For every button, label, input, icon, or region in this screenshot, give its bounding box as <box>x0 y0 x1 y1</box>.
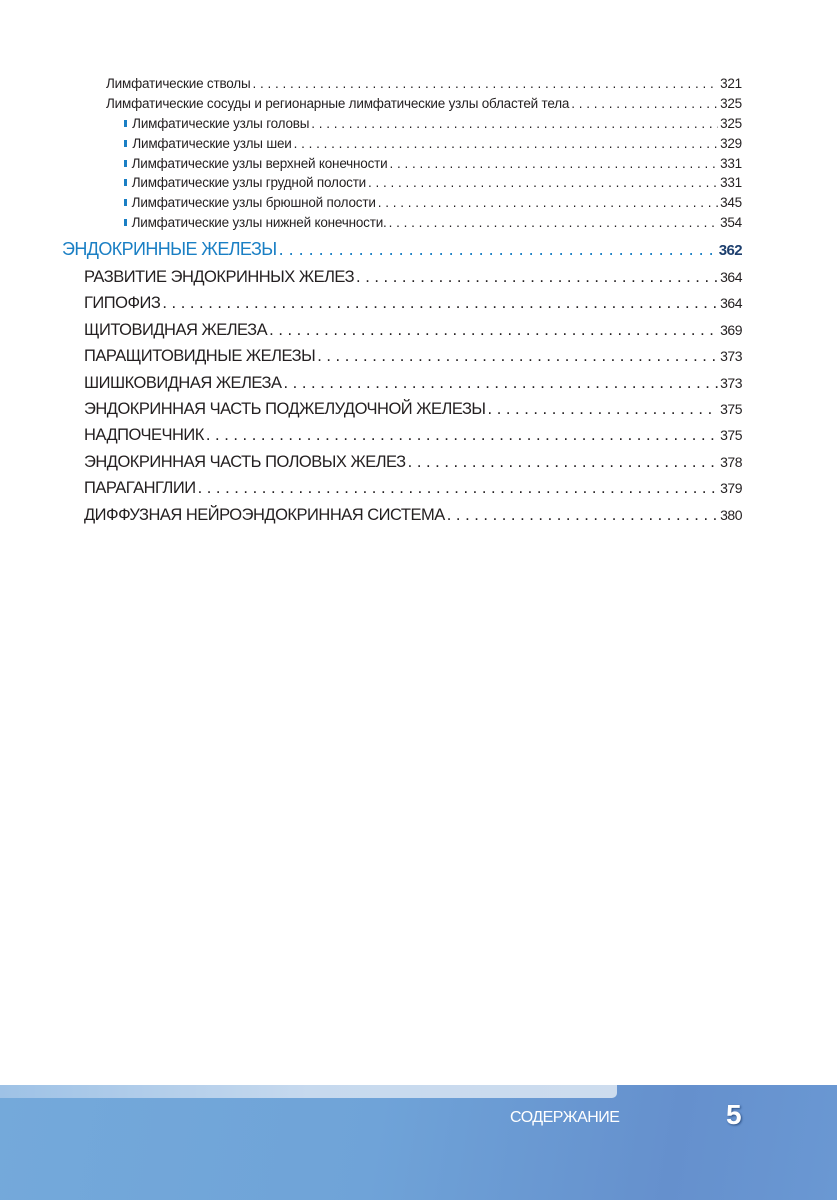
dot-leader <box>356 268 718 287</box>
dot-leader <box>206 426 718 445</box>
toc-entry-page: 345 <box>720 195 742 211</box>
toc-section[interactable]: ЭНДОКРИННАЯ ЧАСТЬ ПОЛОВЫХ ЖЕЛЕЗ 378 <box>84 453 742 472</box>
bullet-icon <box>124 179 127 187</box>
toc-entry-page: 378 <box>720 453 742 470</box>
toc-entry-title: ЭНДОКРИННАЯ ЧАСТЬ ПОДЖЕЛУДОЧНОЙ ЖЕЛЕЗЫ <box>84 400 486 418</box>
toc-subsection[interactable]: Лимфатические стволы 321 <box>106 76 742 91</box>
toc-section[interactable]: РАЗВИТИЕ ЭНДОКРИННЫХ ЖЕЛЕЗ 364 <box>84 268 742 287</box>
toc-entry-title: Лимфатические узлы грудной полости <box>131 175 367 191</box>
toc-section[interactable]: ПАРАГАНГЛИИ 379 <box>84 479 742 498</box>
dot-leader <box>284 374 719 393</box>
toc-bullet-item[interactable]: Лимфатические узлы головы 325 <box>124 116 742 131</box>
dot-leader <box>317 347 718 366</box>
toc-entry-page: 379 <box>720 480 742 497</box>
toc-section[interactable]: ПАРАЩИТОВИДНЫЕ ЖЕЛЕЗЫ 373 <box>84 347 742 366</box>
toc-entry-title: ЭНДОКРИННЫЕ ЖЕЛЕЗЫ <box>62 239 277 259</box>
toc-bullet-item[interactable]: Лимфатические узлы грудной полости 331 <box>124 175 742 190</box>
toc-entry-title: Лимфатические узлы нижней конечности. <box>131 215 387 230</box>
toc-entry-page: 364 <box>720 295 742 312</box>
dot-leader <box>389 215 718 230</box>
toc-entry-page: 375 <box>720 427 742 444</box>
toc-entry-title: ПАРАЩИТОВИДНЫЕ ЖЕЛЕЗЫ <box>84 347 316 366</box>
footer-section-title: СОДЕРЖАНИЕ <box>510 1109 620 1126</box>
page-number: 5 <box>726 1099 742 1130</box>
toc-entry-title: Лимфатические узлы головы <box>132 116 310 131</box>
toc-entry-title: Лимфатические узлы верхней конечности <box>131 155 388 171</box>
toc-bullet-item[interactable]: Лимфатические узлы нижней конечности. 354 <box>124 215 742 230</box>
toc-entry-page: 373 <box>720 348 742 365</box>
toc-entry-title: НАДПОЧЕЧНИК <box>84 426 204 445</box>
toc-subsection[interactable]: Лимфатические сосуды и регионарные лимфа… <box>106 96 742 111</box>
dot-leader <box>162 294 718 313</box>
footer-strip <box>0 1085 617 1098</box>
dot-leader <box>269 321 718 340</box>
toc-entry-page: 375 <box>720 401 742 417</box>
toc-entry-page: 325 <box>720 116 742 131</box>
toc-chapter[interactable]: ЭНДОКРИННЫЕ ЖЕЛЕЗЫ 362 <box>62 239 743 260</box>
page-footer: СОДЕРЖАНИЕ 5 <box>0 1085 837 1200</box>
toc-section[interactable]: ГИПОФИЗ 364 <box>84 294 742 313</box>
toc-entry-title: ЩИТОВИДНАЯ ЖЕЛЕЗА <box>84 320 268 339</box>
bullet-icon <box>124 199 127 207</box>
toc-entry-title: Лимфатические узлы брюшной полости <box>131 195 376 211</box>
toc-bullet-item[interactable]: Лимфатические узлы верхней конечности 331 <box>124 156 742 171</box>
toc-entry-title: Лимфатические узлы шеи <box>132 135 292 151</box>
toc-entry-page: 362 <box>718 242 743 259</box>
dot-leader <box>368 175 718 190</box>
toc-entry-page: 364 <box>720 269 742 285</box>
dot-leader <box>447 506 718 525</box>
toc-entry-page: 380 <box>720 506 742 523</box>
toc-section[interactable]: ДИФФУЗНАЯ НЕЙРОЭНДОКРИННАЯ СИСТЕМА 380 <box>84 506 742 525</box>
toc-entry-page: 354 <box>720 215 742 230</box>
dot-leader <box>378 195 718 210</box>
bullet-icon <box>124 139 128 147</box>
toc-entry-title: ШИШКОВИДНАЯ ЖЕЛЕЗА <box>84 373 282 392</box>
toc-section[interactable]: НАДПОЧЕЧНИК 375 <box>84 426 742 445</box>
dot-leader <box>279 239 717 260</box>
toc-section[interactable]: ЭНДОКРИННАЯ ЧАСТЬ ПОДЖЕЛУДОЧНОЙ ЖЕЛЕЗЫ 37… <box>84 400 742 419</box>
toc-entry-page: 331 <box>720 175 742 191</box>
dot-leader <box>252 76 718 91</box>
bullet-icon <box>124 219 127 226</box>
toc-entry-title: ЭНДОКРИННАЯ ЧАСТЬ ПОЛОВЫХ ЖЕЛЕЗ <box>84 452 406 471</box>
dot-leader <box>198 479 719 498</box>
toc-entry-page: 373 <box>720 374 742 391</box>
toc-section[interactable]: ЩИТОВИДНАЯ ЖЕЛЕЗА 369 <box>84 321 742 340</box>
dot-leader <box>294 136 718 151</box>
dot-leader <box>389 156 718 171</box>
dot-leader <box>571 96 718 111</box>
toc-entry-title: Лимфатические сосуды и регионарные лимфа… <box>106 96 570 111</box>
toc-entry-title: ГИПОФИЗ <box>84 294 161 313</box>
toc-entry-title: Лимфатические стволы <box>106 76 251 91</box>
toc-entry-page: 331 <box>720 155 742 171</box>
toc-entry-page: 369 <box>720 321 742 338</box>
toc-entry-page: 325 <box>720 96 742 111</box>
bullet-icon <box>124 120 128 127</box>
toc-section[interactable]: ШИШКОВИДНАЯ ЖЕЛЕЗА 373 <box>84 374 742 393</box>
toc-entry-title: РАЗВИТИЕ ЭНДОКРИННЫХ ЖЕЛЕЗ <box>84 268 355 286</box>
toc-entry-page: 321 <box>720 76 742 91</box>
toc-entry-page: 329 <box>720 135 742 151</box>
dot-leader <box>311 116 718 131</box>
toc-bullet-item[interactable]: Лимфатические узлы шеи 329 <box>124 136 742 151</box>
dot-leader <box>408 453 718 472</box>
toc-entry-title: ПАРАГАНГЛИИ <box>84 479 196 498</box>
toc-entry-title: ДИФФУЗНАЯ НЕЙРОЭНДОКРИННАЯ СИСТЕМА <box>84 505 445 524</box>
dot-leader <box>488 400 719 419</box>
bullet-icon <box>124 159 127 167</box>
toc-bullet-item[interactable]: Лимфатические узлы брюшной полости 345 <box>124 195 742 210</box>
